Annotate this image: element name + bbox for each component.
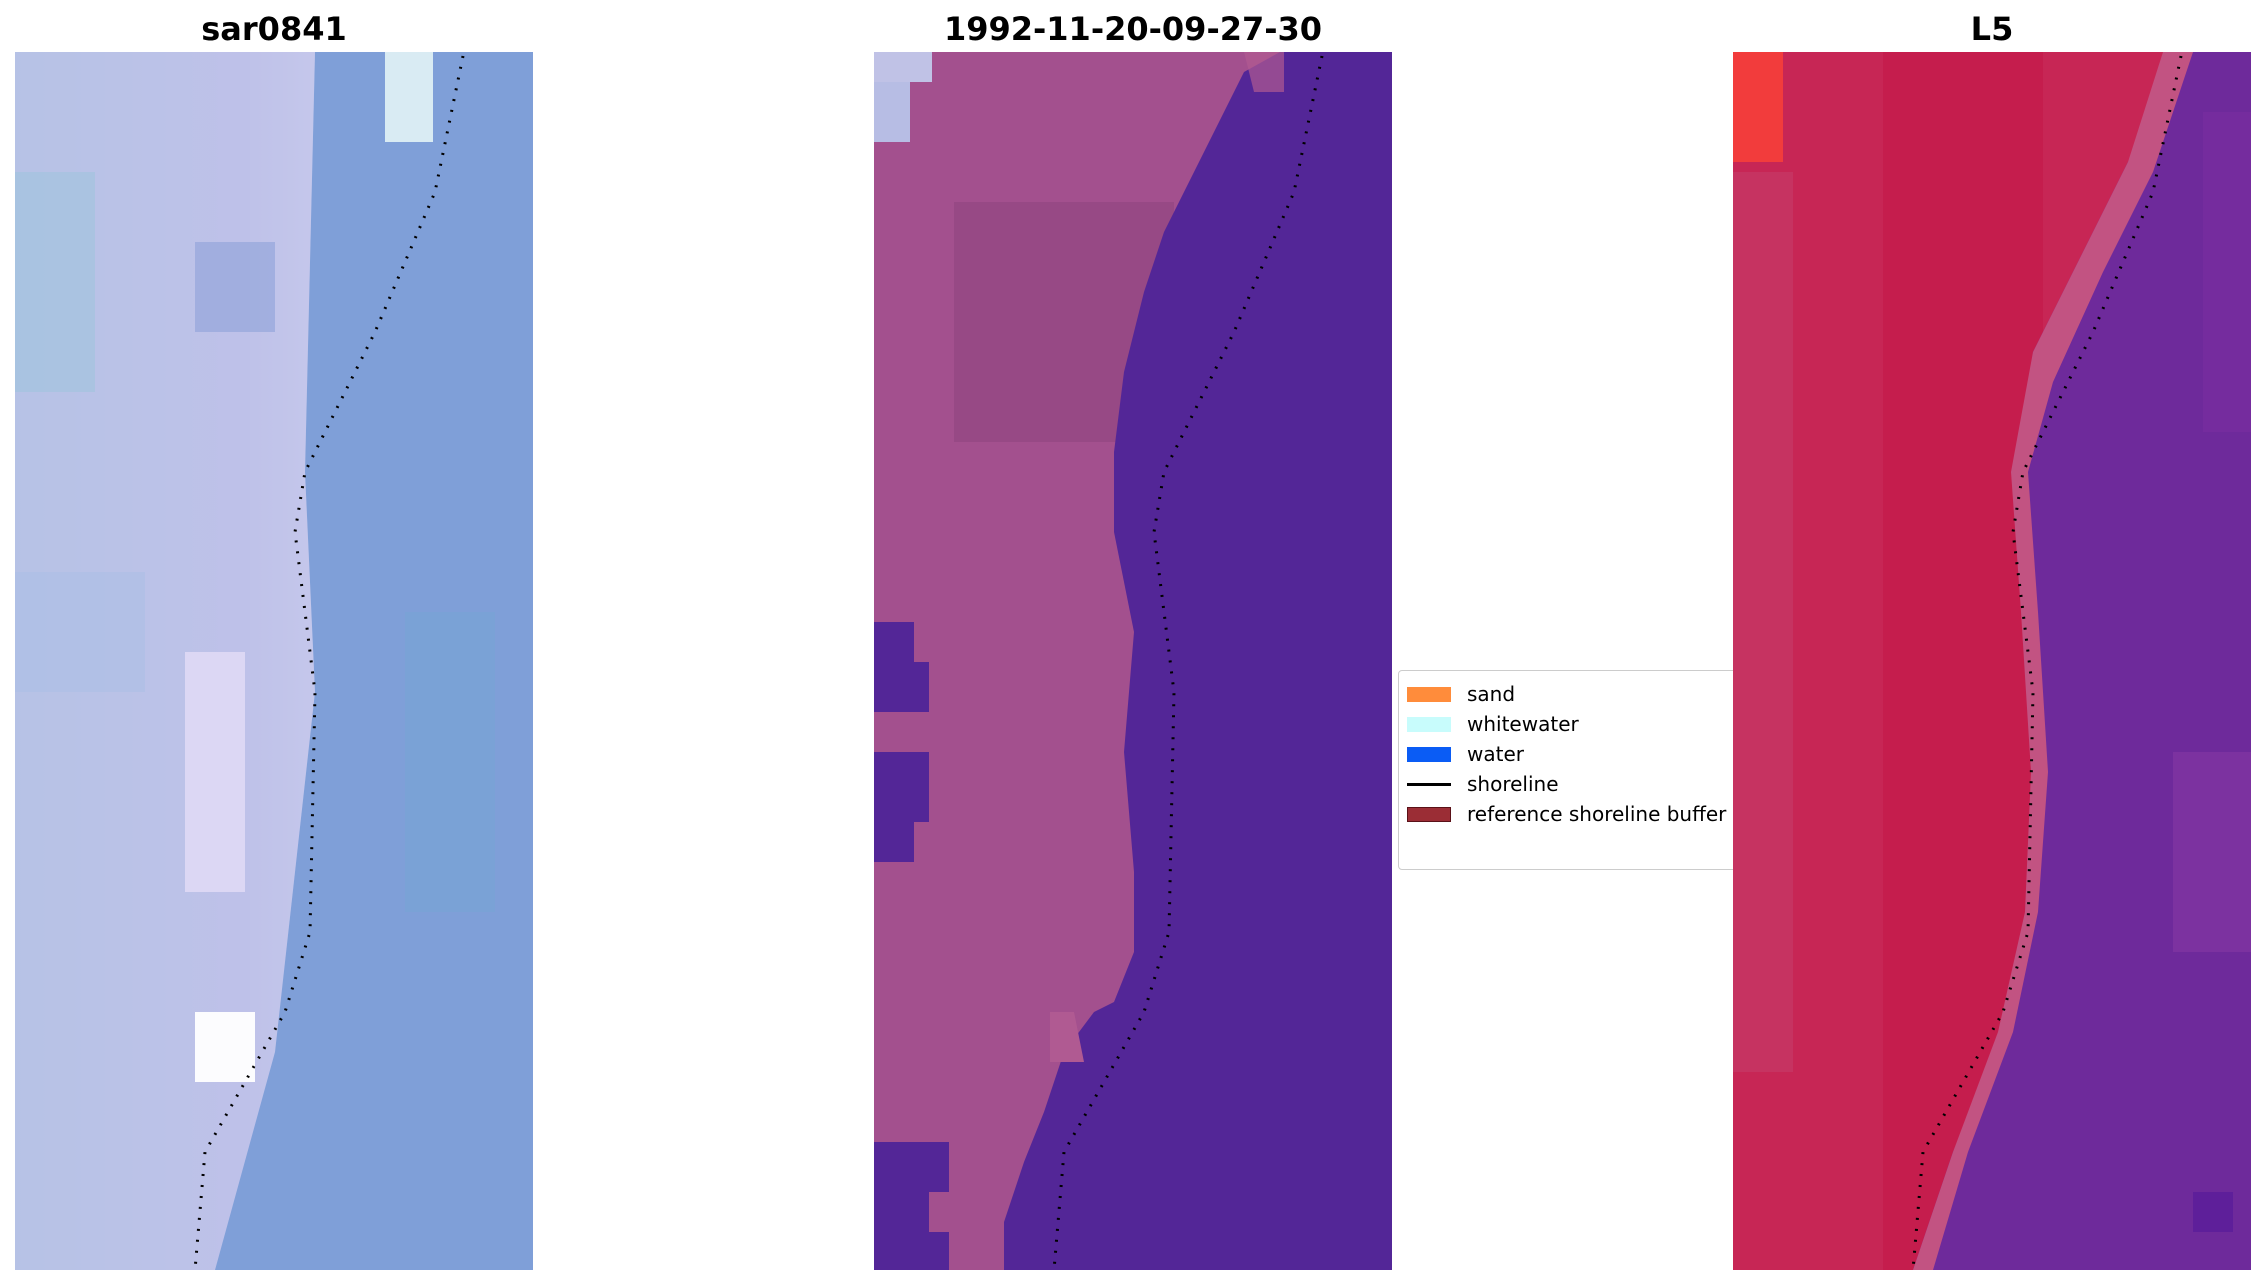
legend: sand whitewater water shoreline referenc… [1398,670,1738,870]
legend-item-whitewater: whitewater [1407,709,1737,739]
index-image-canvas [1733,52,2251,1270]
shoreline-swatch [1407,782,1451,786]
classified-image-canvas [874,52,1392,1270]
legend-label-whitewater: whitewater [1467,712,1579,736]
sand-swatch [1407,686,1451,702]
reference-buffer-swatch [1407,806,1451,822]
legend-label-shoreline: shoreline [1467,772,1559,796]
panel-title-classified: 1992-11-20-09-27-30 [943,10,1323,48]
rgb-satellite-image [15,52,533,1270]
classified-image [874,52,1392,1270]
legend-item-water: water [1407,739,1737,769]
legend-item-sand: sand [1407,679,1737,709]
legend-label-sand: sand [1467,682,1516,706]
water-swatch [1407,746,1451,762]
panel-title-rgb: sar0841 [201,10,347,48]
legend-label-water: water [1467,742,1524,766]
panel-title-index: L5 [1970,10,2014,48]
index-image [1733,52,2251,1270]
legend-label-reference-buffer: reference shoreline buffer [1467,802,1727,826]
legend-item-reference-buffer: reference shoreline buffer [1407,799,1737,829]
legend-item-shoreline: shoreline [1407,769,1737,799]
whitewater-swatch [1407,716,1451,732]
rgb-image-canvas [15,52,533,1270]
